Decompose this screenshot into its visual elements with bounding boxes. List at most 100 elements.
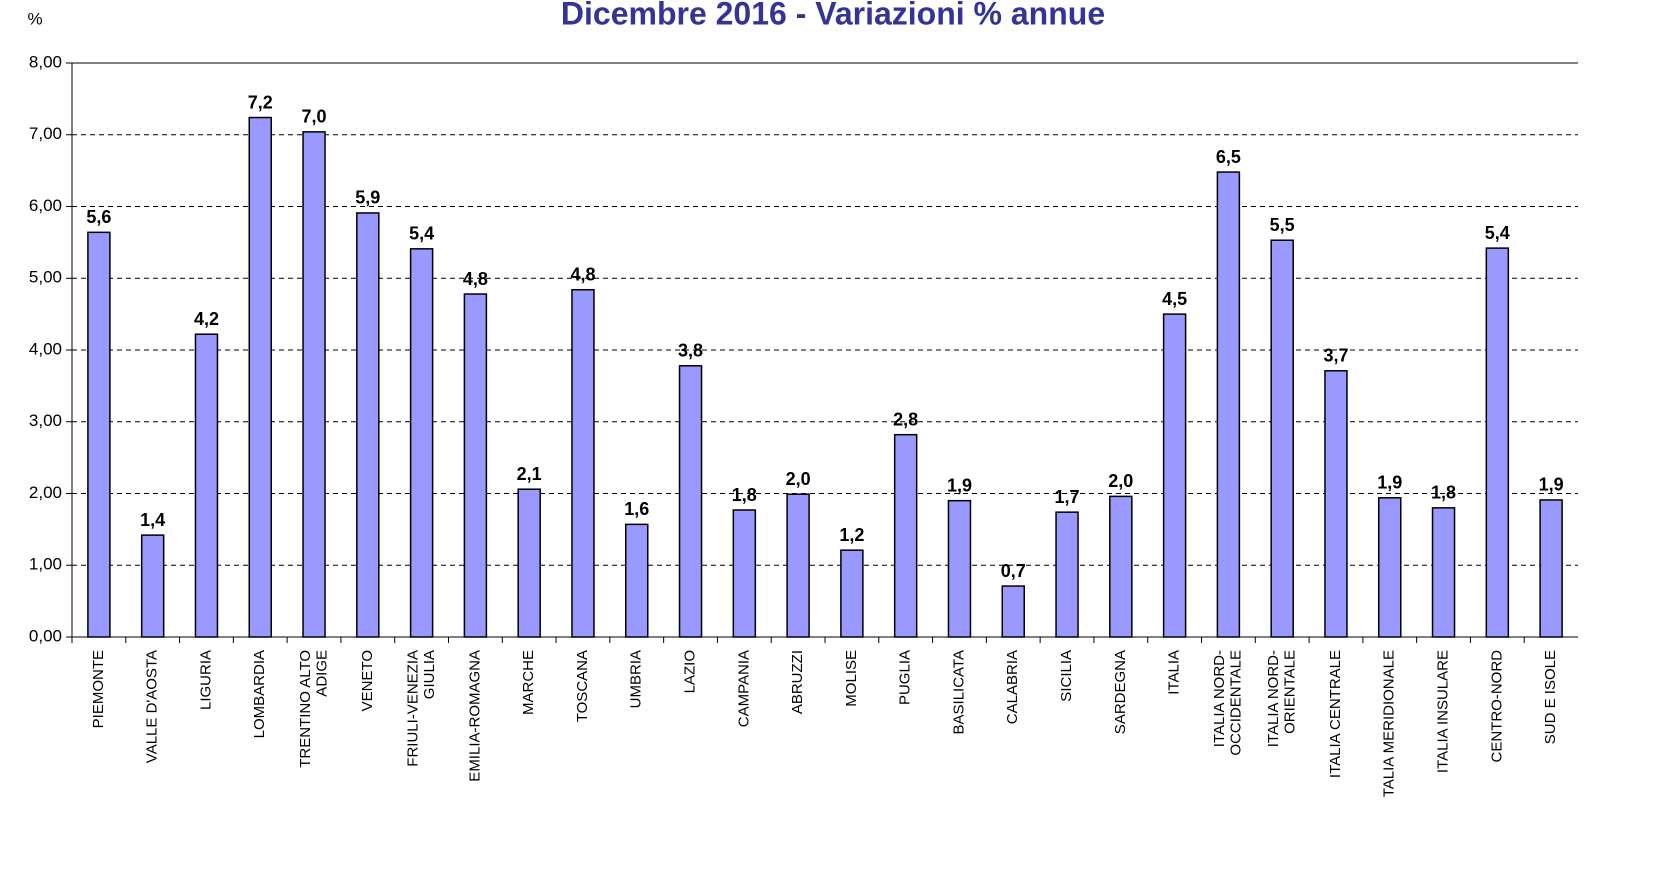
value-label: 7,2	[248, 92, 273, 112]
x-tick-label: UMBRIA	[628, 650, 645, 708]
bar	[893, 433, 918, 638]
value-label: 4,8	[463, 269, 488, 289]
value-label: 1,4	[140, 510, 165, 530]
x-tick-label: LAZIO	[682, 650, 699, 693]
value-label: 1,6	[624, 499, 649, 519]
bar	[302, 131, 326, 638]
value-label: 5,6	[86, 207, 111, 227]
x-tick-group: ITALIA NORD-OCCIDENTALE	[1211, 650, 1245, 756]
value-label: 4,8	[570, 264, 595, 284]
bar	[840, 549, 864, 638]
x-tick-group: VENETO	[359, 650, 376, 711]
x-tick-group: CALABRIA	[1004, 650, 1021, 724]
bar	[1270, 239, 1294, 638]
value-label: 5,4	[409, 224, 434, 244]
y-tick-label: 7,00	[29, 124, 62, 143]
y-tick-label: 3,00	[29, 411, 62, 430]
value-label: 1,9	[1539, 475, 1564, 495]
x-tick-label: ITALIA INSULARE	[1435, 650, 1452, 773]
bar	[571, 288, 595, 638]
x-tick-label: BASILICATA	[950, 650, 967, 734]
value-label: 7,0	[302, 107, 327, 127]
bar	[248, 116, 272, 638]
value-label: 4,2	[194, 309, 219, 329]
x-tick-group: LIGURIA	[197, 650, 214, 710]
x-tick-label: TRENTINO ALTOADIGE	[297, 650, 331, 768]
value-label: 6,5	[1216, 147, 1241, 167]
bar	[1001, 585, 1025, 638]
x-tick-group: SUD E ISOLE	[1542, 650, 1559, 744]
value-label: 0,7	[1001, 561, 1026, 581]
bar	[194, 333, 219, 638]
x-tick-group: TALIA MERIDIONALE	[1381, 650, 1398, 797]
x-tick-label: EMILIA-ROMAGNA	[466, 650, 483, 782]
x-tick-group: CAMPANIA	[735, 650, 752, 727]
value-label: 3,8	[678, 341, 703, 361]
bar	[1539, 499, 1563, 638]
x-tick-group: CENTRO-NORD	[1488, 650, 1505, 763]
x-tick-group: ITALIA INSULARE	[1435, 650, 1452, 773]
bar	[678, 365, 703, 638]
x-tick-group: PIEMONTE	[90, 650, 107, 728]
y-axis-label: %	[27, 9, 42, 28]
value-label: 1,2	[839, 525, 864, 545]
bar	[87, 231, 111, 638]
bar	[517, 488, 541, 638]
value-label: 1,9	[947, 475, 972, 495]
bar	[1055, 511, 1079, 638]
bar	[140, 534, 165, 638]
bar	[947, 499, 972, 638]
y-tick-label: 5,00	[29, 268, 62, 287]
value-label: 5,5	[1270, 215, 1295, 235]
y-tick-label: 4,00	[29, 339, 62, 358]
x-tick-label: ITALIA	[1166, 650, 1183, 695]
x-tick-label: ITALIA NORD-ORIENTALE	[1265, 650, 1299, 747]
x-tick-group: TOSCANA	[574, 650, 591, 722]
bar	[1216, 171, 1241, 638]
value-label: 2,8	[893, 409, 918, 429]
x-tick-group: ITALIA NORD-ORIENTALE	[1265, 650, 1299, 747]
bar	[1109, 495, 1133, 638]
value-label: 3,7	[1323, 346, 1348, 366]
x-tick-label: ITALIA CENTRALE	[1327, 650, 1344, 778]
y-tick-label: 0,00	[29, 626, 62, 645]
y-tick-label: 6,00	[29, 196, 62, 215]
x-tick-group: LOMBARDIA	[251, 650, 268, 738]
x-tick-group: ITALIA	[1166, 650, 1183, 695]
x-tick-label: ITALIA NORD-OCCIDENTALE	[1211, 650, 1245, 756]
x-tick-group: SARDEGNA	[1112, 650, 1129, 734]
x-tick-label: LOMBARDIA	[251, 650, 268, 738]
x-tick-label: SICILIA	[1058, 650, 1075, 702]
x-tick-label: PUGLIA	[897, 650, 914, 705]
x-tick-label: FRIULI-VENEZIAGIULIA	[404, 650, 438, 767]
x-tick-group: VALLE D'AOSTA	[144, 650, 161, 763]
bar	[732, 509, 757, 638]
x-tick-label: SARDEGNA	[1112, 650, 1129, 734]
x-tick-group: UMBRIA	[628, 650, 645, 708]
x-tick-label: MOLISE	[843, 650, 860, 707]
x-tick-label: CAMPANIA	[735, 650, 752, 727]
x-tick-label: CENTRO-NORD	[1488, 650, 1505, 763]
x-tick-group: MOLISE	[843, 650, 860, 707]
x-tick-label: SUD E ISOLE	[1542, 650, 1559, 744]
x-tick-label: ABRUZZI	[789, 650, 806, 714]
bar	[409, 248, 434, 638]
x-tick-label: CALABRIA	[1004, 650, 1021, 724]
x-tick-label: TALIA MERIDIONALE	[1381, 650, 1398, 797]
x-tick-label: TOSCANA	[574, 650, 591, 722]
bar	[1378, 497, 1402, 638]
x-tick-group: MARCHE	[520, 650, 537, 715]
x-tick-label: MARCHE	[520, 650, 537, 715]
x-tick-group: TRENTINO ALTOADIGE	[297, 650, 331, 768]
x-tick-label: VALLE D'AOSTA	[144, 650, 161, 763]
x-tick-group: ABRUZZI	[789, 650, 806, 714]
value-label: 5,9	[355, 188, 380, 208]
bar	[1431, 507, 1456, 638]
x-tick-group: FRIULI-VENEZIAGIULIA	[404, 650, 438, 767]
x-tick-label: LIGURIA	[197, 650, 214, 710]
value-label: 2,0	[786, 469, 811, 489]
y-tick-label: 2,00	[29, 483, 62, 502]
x-tick-group: BASILICATA	[950, 650, 967, 734]
value-label: 1,7	[1055, 487, 1080, 507]
